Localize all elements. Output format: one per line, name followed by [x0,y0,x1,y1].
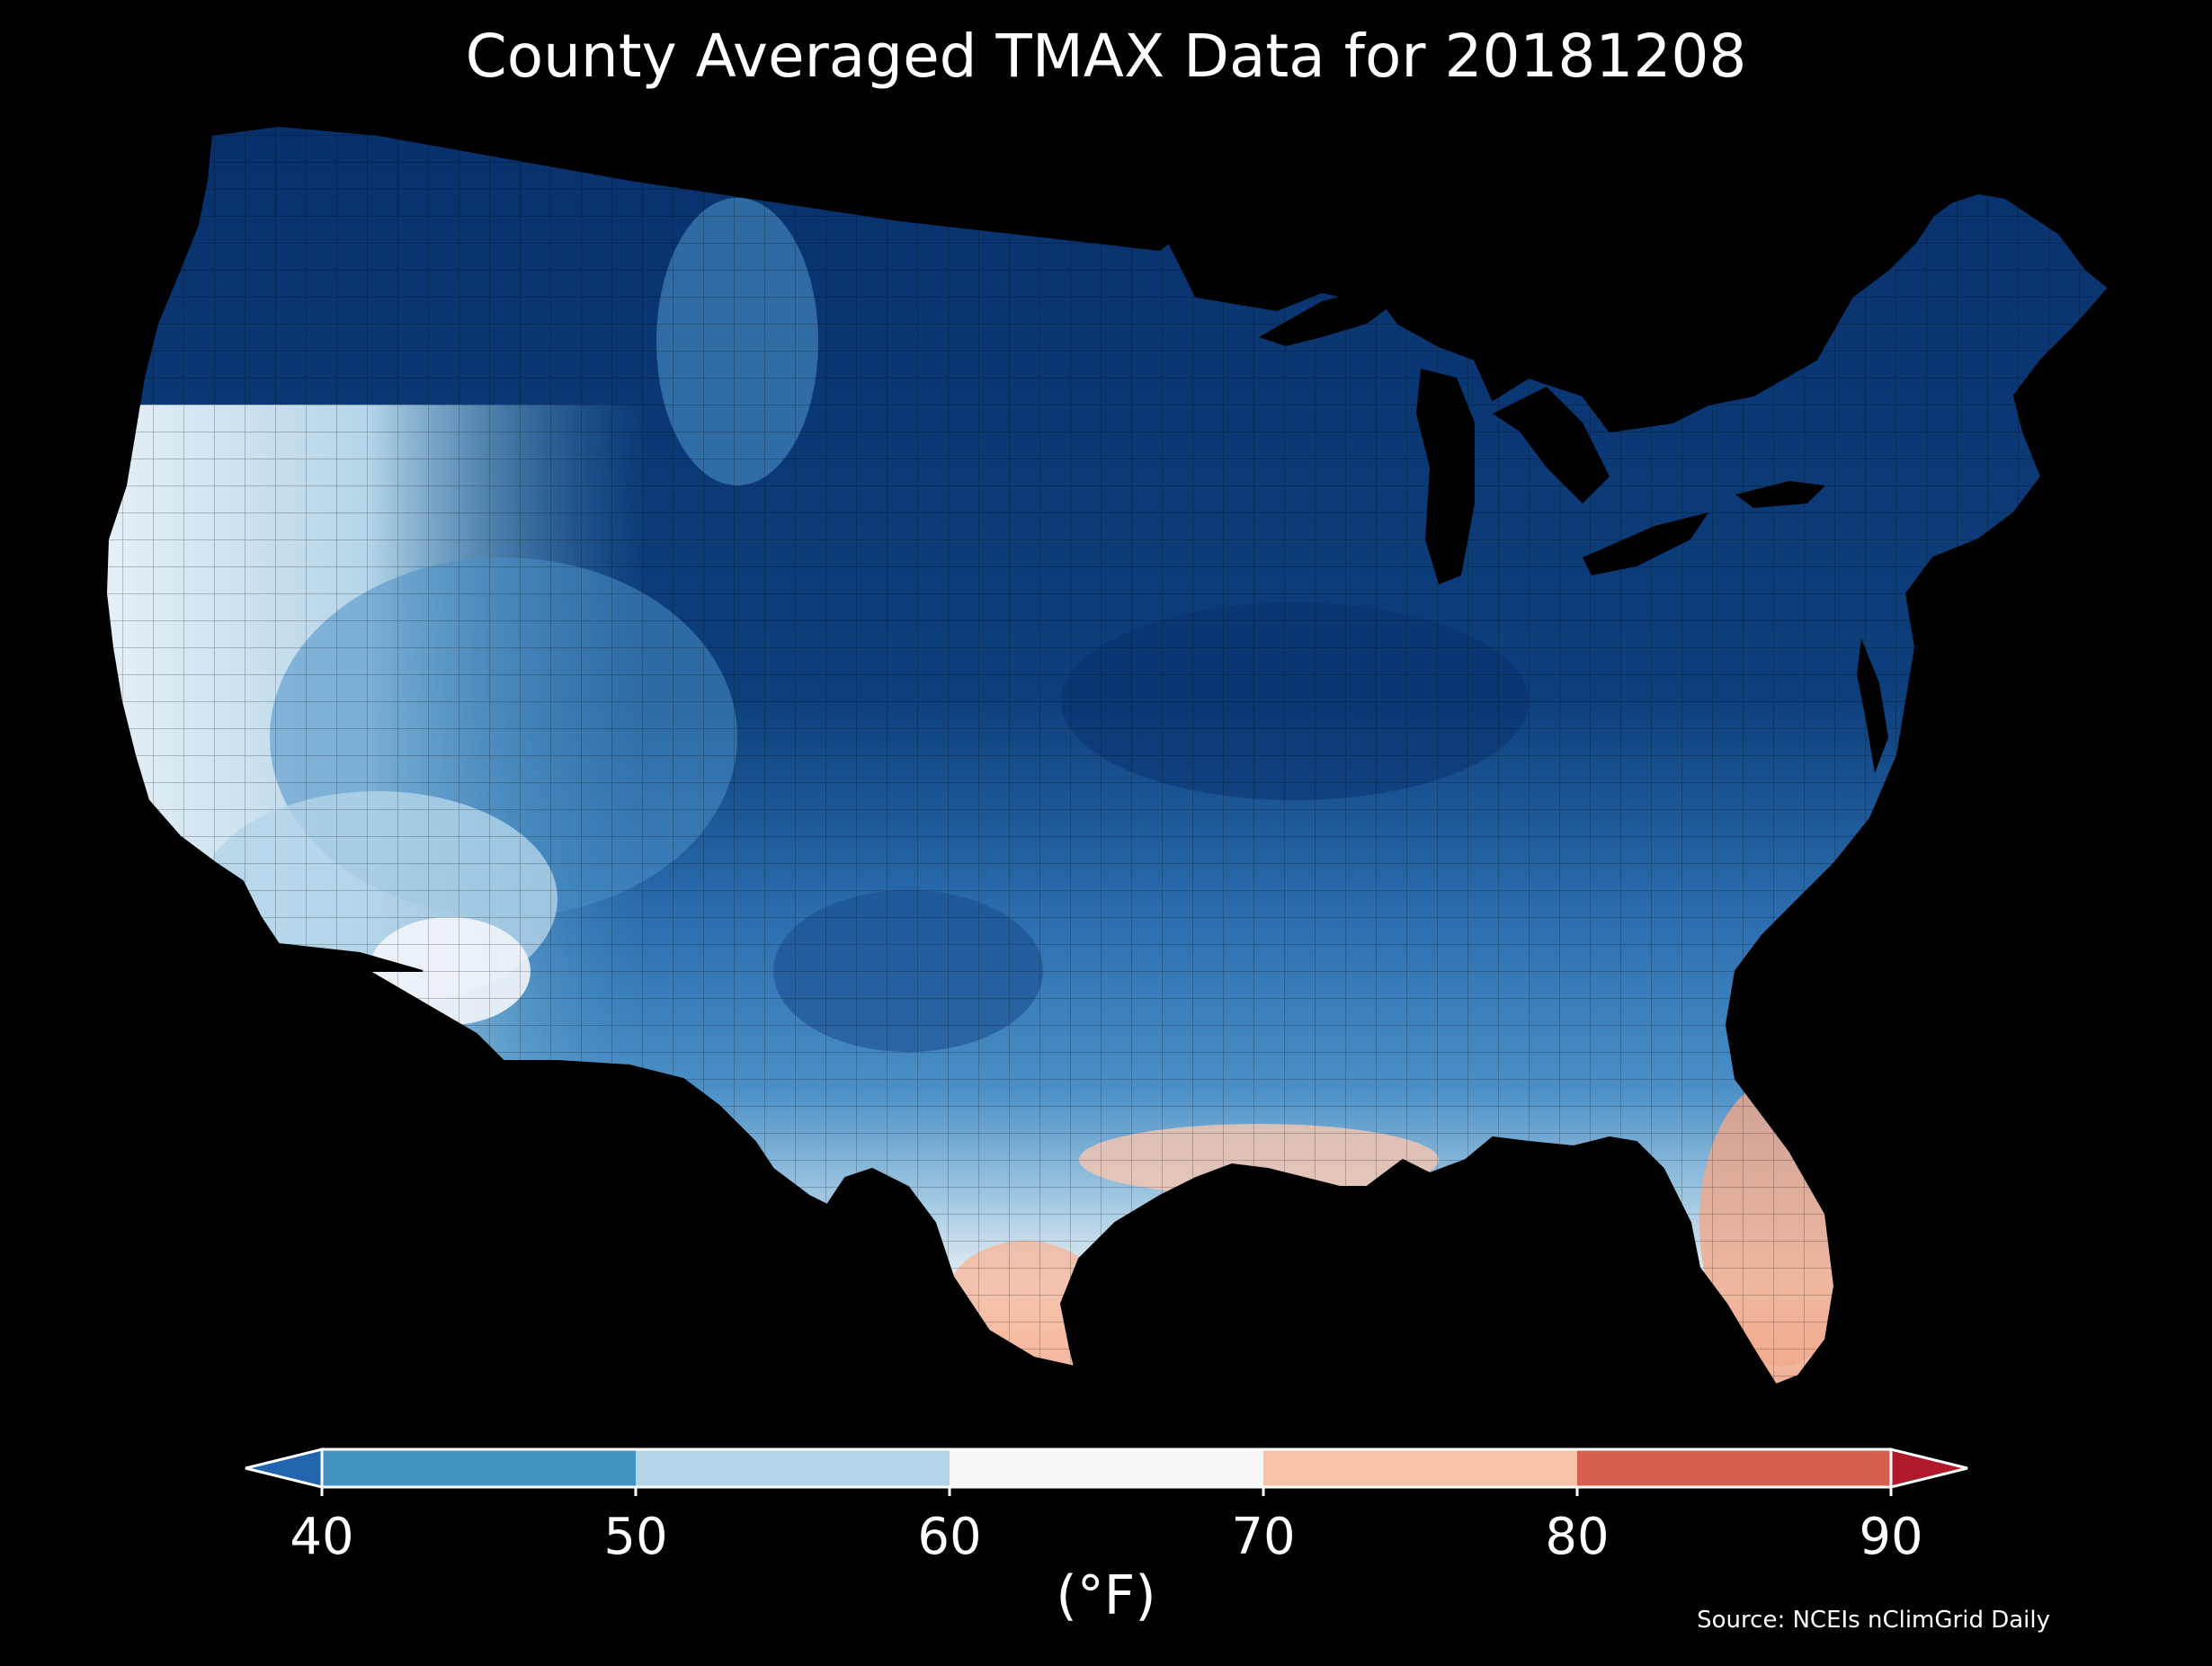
colorbar-ticks: 40 50 60 70 80 90 [290,1487,1923,1566]
lake-erie [1583,512,1708,575]
map-title: County Averaged TMAX Data for 20181208 [465,22,1747,91]
colorbar-tick-label: 50 [603,1508,667,1566]
colorbar-tick-label: 70 [1231,1508,1295,1566]
colorbar-tick-label: 40 [290,1508,353,1566]
colorbar-bin-40-50 [322,1449,636,1487]
colorbar-frame [320,1448,1893,1489]
colorbar-tick-label: 90 [1859,1508,1922,1566]
colorbar-units-label: (°F) [1056,1564,1156,1627]
colorbar-bin-70-80 [1263,1449,1577,1487]
colorbar-bin-80-90 [1577,1449,1891,1487]
lake-michigan [1416,369,1475,584]
lake-huron [1493,387,1610,503]
colorbar-tick-label: 80 [1545,1508,1609,1566]
colorbar-tick-label: 60 [917,1508,981,1566]
colorbar-bin-60-70 [950,1449,1263,1487]
colorbar-min-arrow [245,1448,324,1489]
colorbar-bins [322,1449,1891,1487]
lake-ontario [1735,481,1825,508]
colorbar-bin-50-60 [636,1449,950,1487]
colorbar-max-arrow [1889,1448,1968,1489]
chesapeake-bay [1857,638,1888,773]
lake-superior [1259,288,1403,346]
source-credit: Source: NCEIs nClimGrid Daily [1697,1607,2050,1634]
